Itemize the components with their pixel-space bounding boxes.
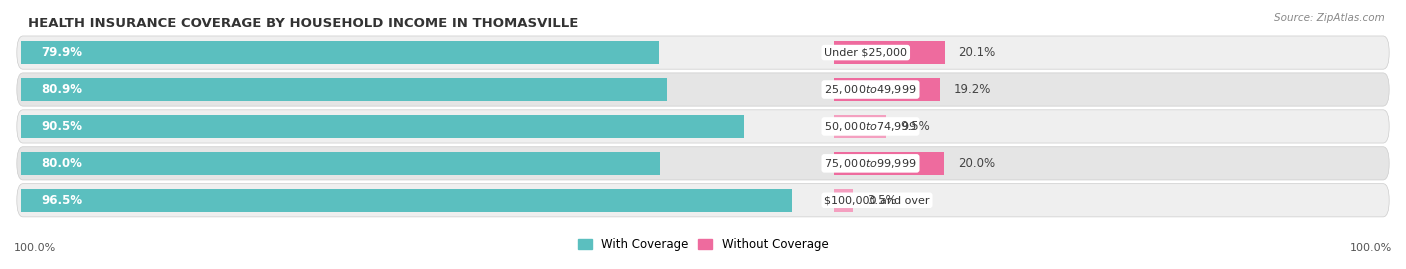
FancyBboxPatch shape <box>17 110 1389 143</box>
Bar <box>834 78 939 101</box>
Text: 19.2%: 19.2% <box>953 83 991 96</box>
Legend: With Coverage, Without Coverage: With Coverage, Without Coverage <box>572 234 834 256</box>
Text: 80.0%: 80.0% <box>42 157 83 170</box>
FancyBboxPatch shape <box>17 147 1389 180</box>
Text: 96.5%: 96.5% <box>42 194 83 207</box>
FancyBboxPatch shape <box>17 184 1389 217</box>
Text: 80.9%: 80.9% <box>42 83 83 96</box>
Text: $75,000 to $99,999: $75,000 to $99,999 <box>824 157 917 170</box>
Text: 100.0%: 100.0% <box>14 243 56 253</box>
Bar <box>21 189 792 212</box>
Text: $25,000 to $49,999: $25,000 to $49,999 <box>824 83 917 96</box>
Text: 20.1%: 20.1% <box>959 46 995 59</box>
Text: 100.0%: 100.0% <box>1350 243 1392 253</box>
Text: 9.5%: 9.5% <box>900 120 929 133</box>
Text: $50,000 to $74,999: $50,000 to $74,999 <box>824 120 917 133</box>
Text: 79.9%: 79.9% <box>42 46 83 59</box>
Bar <box>834 152 945 175</box>
Text: Under $25,000: Under $25,000 <box>824 48 907 58</box>
FancyBboxPatch shape <box>17 73 1389 106</box>
Text: 3.5%: 3.5% <box>868 194 897 207</box>
Bar <box>21 152 661 175</box>
Bar <box>834 115 886 138</box>
Bar <box>21 78 668 101</box>
Bar <box>21 115 744 138</box>
Text: HEALTH INSURANCE COVERAGE BY HOUSEHOLD INCOME IN THOMASVILLE: HEALTH INSURANCE COVERAGE BY HOUSEHOLD I… <box>28 17 578 30</box>
FancyBboxPatch shape <box>17 36 1389 69</box>
Text: $100,000 and over: $100,000 and over <box>824 195 929 205</box>
Bar <box>834 41 945 64</box>
Text: 90.5%: 90.5% <box>42 120 83 133</box>
Text: 20.0%: 20.0% <box>957 157 995 170</box>
Text: Source: ZipAtlas.com: Source: ZipAtlas.com <box>1274 13 1385 23</box>
Bar <box>21 41 659 64</box>
Bar <box>834 189 853 212</box>
